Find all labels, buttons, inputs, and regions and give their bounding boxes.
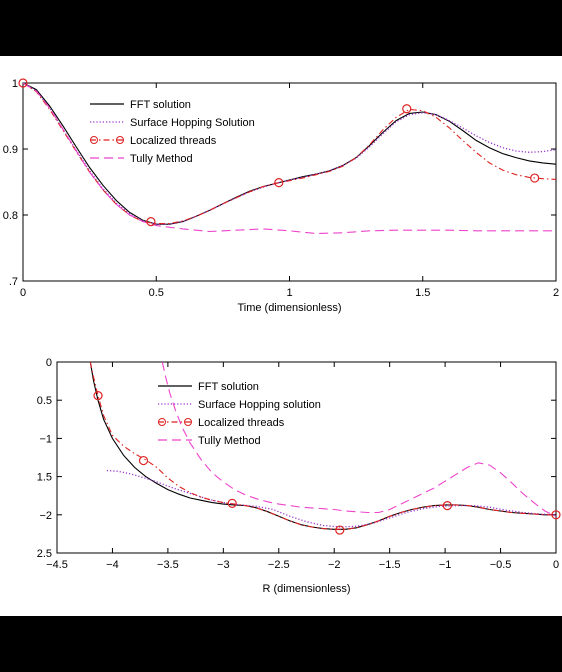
x-tick-label: 0: [20, 287, 26, 299]
legend-label: FFT solution: [198, 381, 259, 393]
series-line: [23, 83, 556, 225]
data-marker: [93, 391, 103, 401]
y-tick-label: −2: [39, 510, 52, 522]
y-tick-label: 0.5: [37, 395, 52, 407]
x-axis-label: Time (dimensionless): [237, 302, 341, 314]
y-tick-label: 1: [12, 78, 18, 90]
y-tick-label: 0.9: [3, 144, 18, 156]
y-tick-label: 0: [46, 357, 52, 369]
legend-marker: [158, 418, 166, 426]
y-tick-label: 1.5: [37, 472, 52, 484]
x-tick-label: −3: [217, 559, 230, 571]
series-line: [23, 83, 556, 225]
figure-svg: 0 0.5 1 1.5 2 .7 0.8 0.9 1 Time (dimensionless) FF…: [3, 78, 561, 595]
x-tick-label: −1.5: [379, 559, 401, 571]
chart-2: −4.5 −4 −3.5 −3 −2.5 −2 −1.5 −1 −0.5 0 0 0.5 −1 1.5 −2…: [37, 357, 561, 595]
series-line: [89, 362, 556, 530]
legend-label: Localized threads: [198, 417, 285, 429]
plot-frame: [56, 361, 557, 554]
data-marker: [530, 173, 540, 183]
legend-label: Localized threads: [130, 135, 217, 147]
series-line: [106, 469, 556, 528]
legend-label: Surface Hopping solution: [198, 399, 321, 411]
legend-label: Surface Hopping Solution: [130, 117, 255, 129]
series-group: [89, 362, 556, 530]
series-line: [89, 362, 556, 530]
chart-1: 0 0.5 1 1.5 2 .7 0.8 0.9 1 Time (dimensionless) FF…: [3, 78, 559, 314]
x-tick-label: −2: [328, 559, 341, 571]
data-marker: [274, 178, 284, 188]
x-tick-label: −1: [439, 559, 452, 571]
data-marker: [442, 501, 452, 511]
data-marker: [227, 498, 237, 508]
data-marker: [402, 104, 412, 114]
x-axis-label: R (dimensionless): [262, 583, 350, 595]
plot-frame: [22, 82, 557, 282]
series-line: [23, 83, 556, 235]
y-tick-label: .7: [9, 276, 18, 288]
legend-label: Tully Method: [130, 153, 193, 165]
data-marker: [551, 510, 561, 520]
legend-marker: [90, 136, 98, 144]
x-tick-label: −2.5: [268, 559, 290, 571]
series-group: [23, 83, 556, 235]
x-tick-label: −4: [106, 559, 119, 571]
data-marker: [335, 525, 345, 535]
legend-marker: [116, 136, 124, 144]
figure-panel: 0 0.5 1 1.5 2 .7 0.8 0.9 1 Time (dimensionless) FF…: [0, 56, 562, 616]
x-tick-label: −3.5: [157, 559, 179, 571]
y-tick-label: 0.8: [3, 210, 18, 222]
y-tick-label: −1: [39, 433, 52, 445]
legend-label: FFT solution: [130, 99, 191, 111]
legend-label: Tully Method: [198, 435, 261, 447]
data-marker: [146, 217, 156, 227]
data-marker: [138, 455, 149, 466]
y-tick-label: 2.5: [37, 548, 52, 560]
x-tick-label: 2: [553, 287, 559, 299]
x-tick-label: −4.5: [46, 559, 68, 571]
data-marker: [18, 78, 28, 88]
x-tick-label: 0.5: [149, 287, 164, 299]
x-tick-label: 0: [553, 559, 559, 571]
legend-marker: [184, 418, 192, 426]
x-tick-label: 1: [286, 287, 292, 299]
x-tick-label: −0.5: [490, 559, 512, 571]
x-tick-label: 1.5: [415, 287, 430, 299]
